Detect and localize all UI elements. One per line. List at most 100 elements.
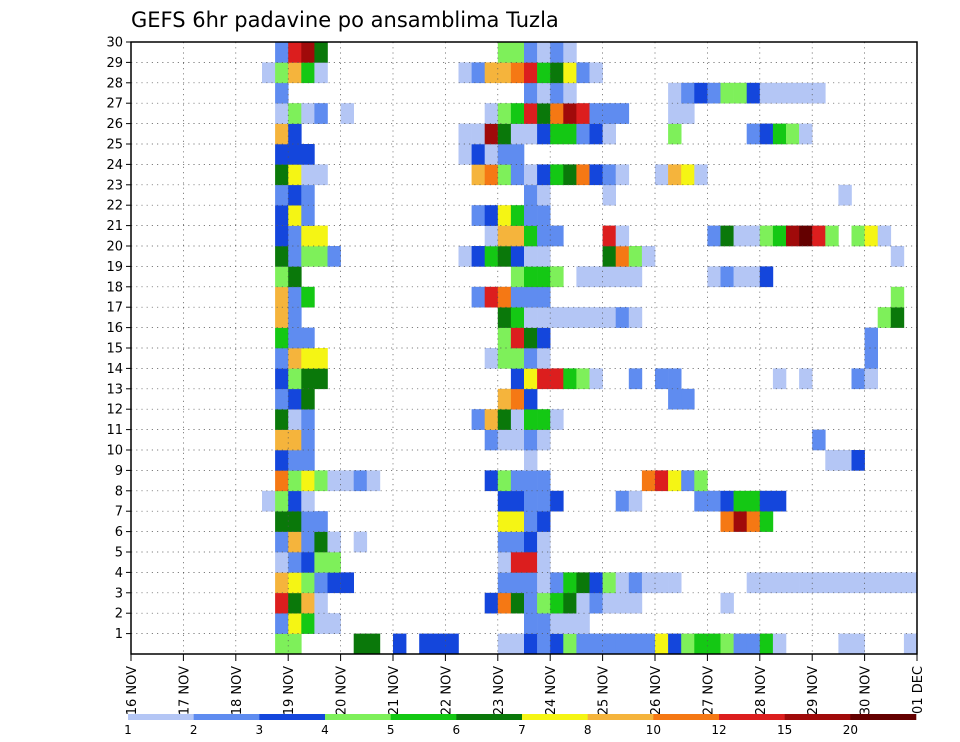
heatmap-cell	[550, 103, 564, 124]
heatmap-cell	[510, 123, 525, 145]
heatmap-cell	[484, 246, 499, 267]
heatmap-cell	[628, 572, 643, 594]
heatmap-cell	[524, 184, 538, 206]
heatmap-cell	[301, 592, 315, 614]
heatmap-cell	[537, 225, 551, 247]
heatmap-cell	[537, 103, 551, 124]
heatmap-cell	[602, 184, 616, 206]
heatmap-cell	[537, 327, 551, 349]
heatmap-cell	[563, 633, 577, 655]
heatmap-cell	[537, 164, 551, 186]
heatmap-cell	[288, 490, 302, 512]
heatmap-cell	[602, 633, 616, 655]
heatmap-cell	[550, 572, 564, 594]
heatmap-cell	[615, 164, 630, 186]
heatmap-cell	[497, 307, 512, 328]
heatmap-cell	[524, 613, 538, 634]
heatmap-cell	[524, 307, 538, 328]
colorbar-swatch	[850, 714, 917, 720]
heatmap-cell	[327, 613, 341, 634]
heatmap-cell	[851, 450, 865, 471]
heatmap-cell	[471, 205, 485, 226]
heatmap-cell	[301, 572, 315, 594]
heatmap-cell	[393, 633, 407, 655]
heatmap-cell	[707, 225, 721, 247]
x-tick-label: 16 NOV	[125, 666, 140, 715]
heatmap-cell	[576, 592, 590, 614]
heatmap-cell	[864, 225, 878, 247]
heatmap-cell	[288, 388, 302, 410]
heatmap-cell	[707, 266, 721, 288]
y-tick-label: 23	[106, 178, 123, 193]
x-tick-label: 01 DEC	[911, 666, 926, 714]
heatmap-cell	[497, 552, 512, 573]
heatmap-cell	[720, 633, 734, 655]
heatmap-cell	[510, 286, 525, 308]
heatmap-cell	[877, 307, 892, 328]
heatmap-cell	[825, 225, 839, 247]
y-tick-label: 11	[106, 423, 123, 438]
heatmap-cell	[602, 123, 616, 145]
heatmap-cell	[524, 42, 538, 63]
heatmap-cell	[288, 450, 315, 471]
y-tick-label: 6	[115, 525, 123, 540]
heatmap-cell	[314, 470, 328, 492]
heatmap-cell	[301, 429, 315, 451]
heatmap-cell	[327, 572, 341, 594]
heatmap-cell	[537, 552, 551, 573]
heatmap-cell	[681, 82, 695, 104]
heatmap-cell	[550, 82, 564, 104]
colorbar-label: 10	[646, 723, 661, 737]
heatmap-cell	[759, 490, 787, 512]
heatmap-cell	[510, 103, 525, 124]
colorbar-label: 5	[387, 723, 395, 737]
heatmap-cell	[524, 123, 538, 145]
colorbar-label: 4	[321, 723, 329, 737]
heatmap-cell	[641, 470, 656, 492]
heatmap-cell	[655, 572, 669, 594]
heatmap-cell	[589, 572, 603, 594]
heatmap-cell	[301, 388, 315, 410]
heatmap-cell	[510, 62, 525, 84]
heatmap-cell	[628, 633, 643, 655]
heatmap-cell	[484, 286, 499, 308]
heatmap-cell	[497, 388, 512, 410]
heatmap-cell	[825, 572, 839, 594]
heatmap-cell	[510, 307, 525, 328]
heatmap-cell	[537, 613, 551, 634]
y-tick-label: 10	[106, 444, 123, 459]
heatmap-cell	[275, 103, 289, 124]
heatmap-cell	[563, 592, 577, 614]
heatmap-cell	[275, 633, 302, 655]
y-tick-label: 27	[106, 97, 123, 112]
heatmap-cell	[602, 103, 630, 124]
heatmap-cell	[524, 470, 538, 492]
heatmap-cell	[497, 572, 512, 594]
y-tick-label: 15	[106, 342, 123, 357]
heatmap-cells	[262, 42, 918, 655]
heatmap-cell	[537, 470, 551, 492]
heatmap-cell	[288, 62, 302, 84]
heatmap-cell	[275, 450, 289, 471]
heatmap-cell	[484, 164, 499, 186]
heatmap-cell	[275, 368, 289, 390]
x-tick-label: 27 NOV	[701, 666, 716, 715]
heatmap-cell	[799, 225, 813, 247]
y-tick-label: 13	[106, 382, 123, 397]
heatmap-cell	[576, 633, 590, 655]
x-tick-label: 30 NOV	[859, 666, 874, 715]
heatmap-cell	[301, 103, 315, 124]
heatmap-cell	[772, 123, 787, 145]
heatmap-cell	[838, 184, 852, 206]
colorbar-swatch	[522, 714, 588, 720]
heatmap-cell	[340, 103, 354, 124]
heatmap-cell	[353, 531, 368, 553]
heatmap-cell	[301, 490, 315, 512]
heatmap-cell	[563, 613, 577, 634]
y-axis: 1234567891011121314151617181920212223242…	[106, 36, 131, 642]
heatmap-cell	[288, 429, 302, 451]
heatmap-cell	[275, 552, 289, 573]
heatmap-cell	[550, 409, 564, 430]
heatmap-cell	[275, 184, 289, 206]
heatmap-cell	[275, 511, 289, 532]
